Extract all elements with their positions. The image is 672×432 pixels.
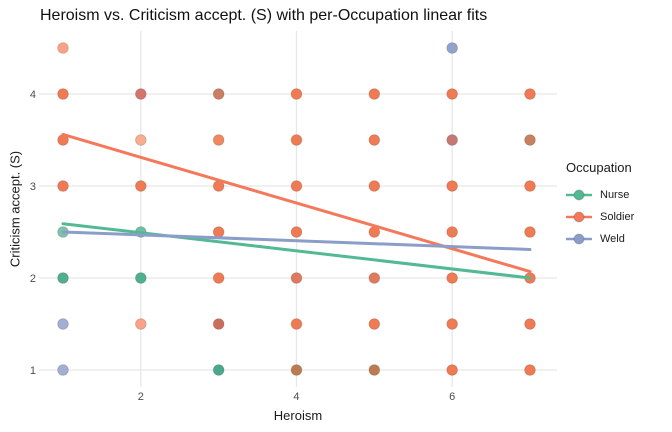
data-point <box>368 88 381 100</box>
data-point <box>290 88 303 100</box>
data-point <box>290 318 303 330</box>
data-point <box>446 42 459 54</box>
data-point <box>524 318 536 330</box>
data-point <box>57 364 69 376</box>
data-point <box>212 318 225 330</box>
y-tick-label: 2 <box>30 273 36 285</box>
x-axis-label: Heroism <box>273 408 323 423</box>
data-point <box>524 88 536 100</box>
data-point <box>212 364 225 376</box>
data-point <box>446 318 459 330</box>
data-point <box>57 318 69 330</box>
legend-title: Occupation <box>566 160 632 175</box>
data-point <box>57 180 69 192</box>
data-point <box>290 134 303 146</box>
data-point <box>212 88 225 100</box>
legend-key-icon <box>566 189 592 201</box>
data-point <box>446 226 459 238</box>
legend-entries: Nurse Soldier Weld <box>566 184 670 250</box>
fit-line-weld <box>61 230 532 251</box>
y-tick-label: 1 <box>30 365 36 377</box>
data-point <box>446 180 459 192</box>
data-point <box>57 42 69 54</box>
data-point <box>134 134 147 146</box>
data-point <box>290 364 303 376</box>
data-point <box>290 272 303 284</box>
data-point <box>134 180 147 192</box>
data-point <box>212 272 225 284</box>
legend-label: Soldier <box>600 211 635 223</box>
y-tick-label: 4 <box>30 89 36 101</box>
data-point <box>57 88 69 100</box>
data-point <box>524 226 536 238</box>
legend-entry-soldier: Soldier <box>566 206 670 228</box>
data-point <box>57 272 69 284</box>
chart-title: Heroism vs. Criticism accept. (S) with p… <box>40 7 488 24</box>
data-point <box>368 180 381 192</box>
x-tick-label: 2 <box>138 391 144 403</box>
data-point <box>524 364 536 376</box>
data-point <box>524 180 536 192</box>
fit-line-soldier <box>61 132 532 274</box>
data-point <box>368 272 381 284</box>
data-point <box>446 272 459 284</box>
data-point <box>134 88 147 100</box>
data-point <box>368 364 381 376</box>
data-point <box>134 318 147 330</box>
data-point <box>368 318 381 330</box>
legend-entry-weld: Weld <box>566 228 670 250</box>
legend-label: Weld <box>600 233 625 245</box>
x-tick-label: 4 <box>293 391 299 403</box>
legend-key-icon <box>566 211 592 223</box>
data-point <box>446 134 459 146</box>
data-point <box>524 134 536 146</box>
legend-key-icon <box>566 233 592 245</box>
data-point <box>446 364 459 376</box>
data-point <box>446 88 459 100</box>
data-point <box>212 226 225 238</box>
data-point <box>212 134 225 146</box>
data-point <box>368 134 381 146</box>
legend-entry-nurse: Nurse <box>566 184 670 206</box>
y-tick-label: 3 <box>30 181 36 193</box>
legend-label: Nurse <box>600 189 630 201</box>
data-point <box>290 226 303 238</box>
data-point <box>290 180 303 192</box>
fit-line-nurse <box>61 222 532 280</box>
data-point <box>134 272 147 284</box>
x-tick-label: 6 <box>449 391 455 403</box>
legend: Occupation Nurse Soldier Weld <box>566 160 670 250</box>
